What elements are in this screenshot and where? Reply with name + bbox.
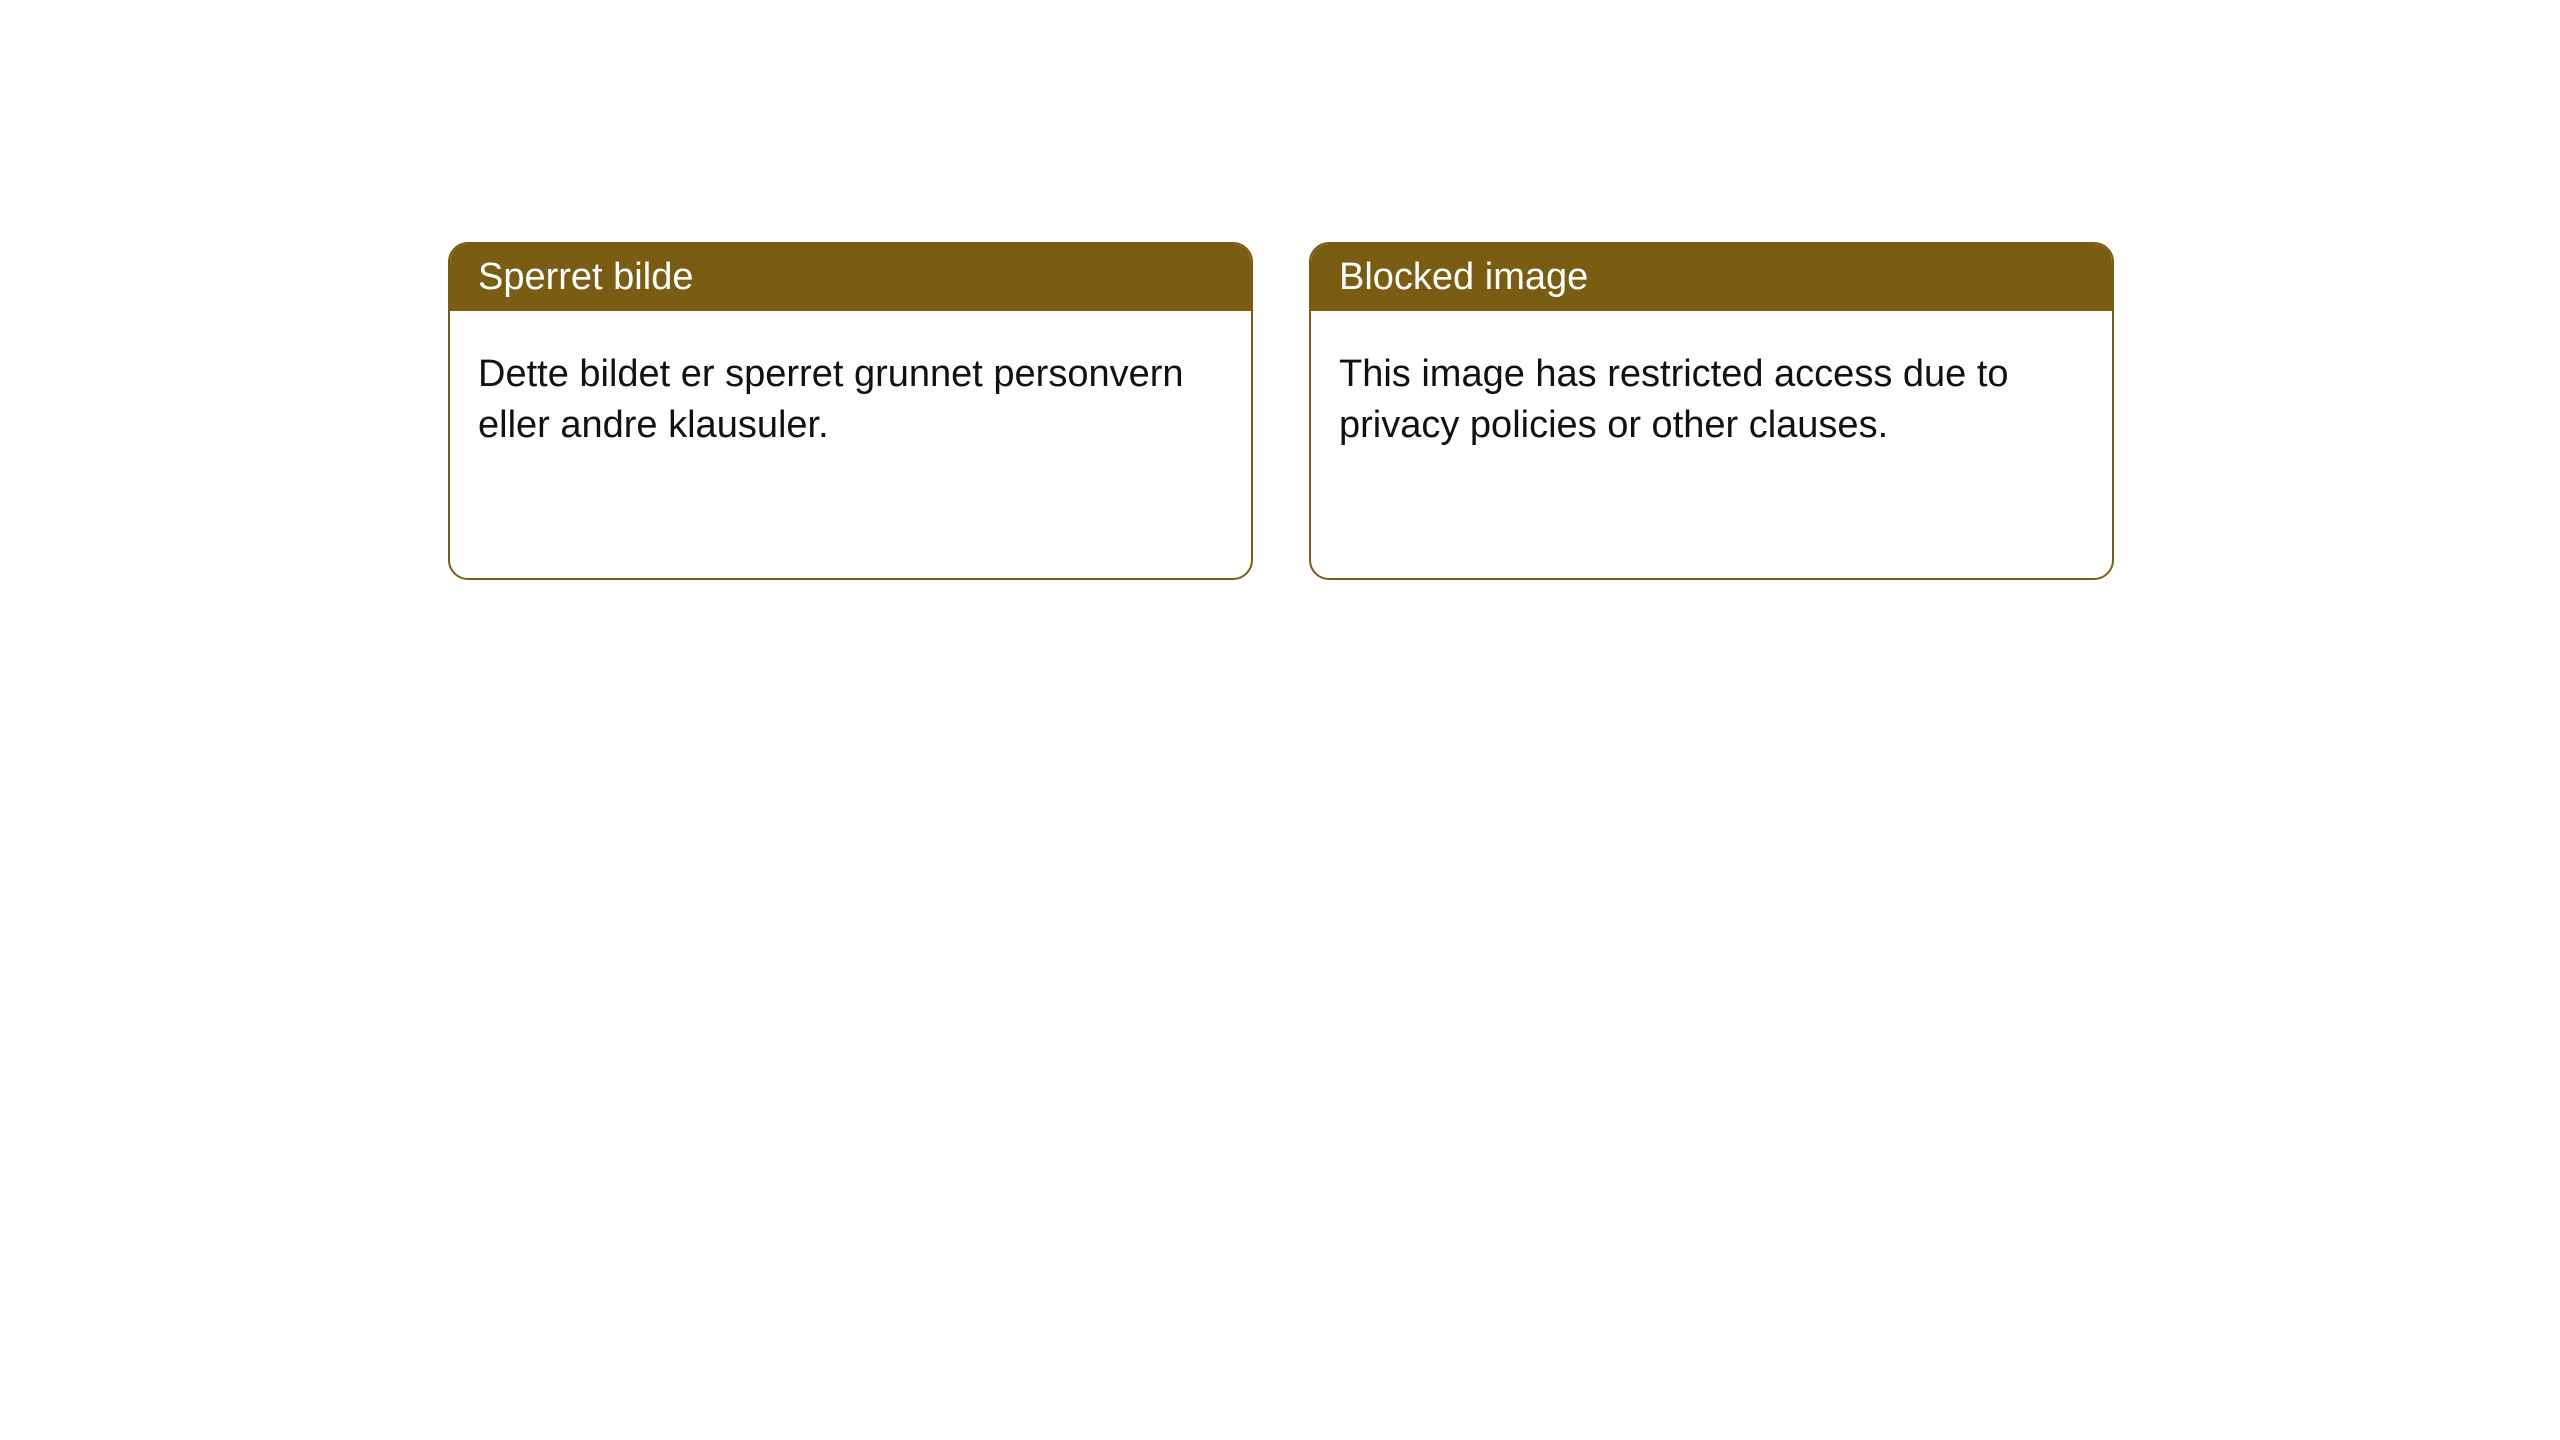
notice-card-english: Blocked image This image has restricted … [1309,242,2114,580]
card-body-text: This image has restricted access due to … [1339,353,2009,446]
notice-container: Sperret bilde Dette bildet er sperret gr… [0,0,2560,580]
card-body-text: Dette bildet er sperret grunnet personve… [478,353,1184,446]
card-body: Dette bildet er sperret grunnet personve… [450,311,1251,490]
card-header: Sperret bilde [450,244,1251,311]
notice-card-norwegian: Sperret bilde Dette bildet er sperret gr… [448,242,1253,580]
card-title: Sperret bilde [478,256,693,298]
card-body: This image has restricted access due to … [1311,311,2112,490]
card-header: Blocked image [1311,244,2112,311]
card-title: Blocked image [1339,256,1588,298]
